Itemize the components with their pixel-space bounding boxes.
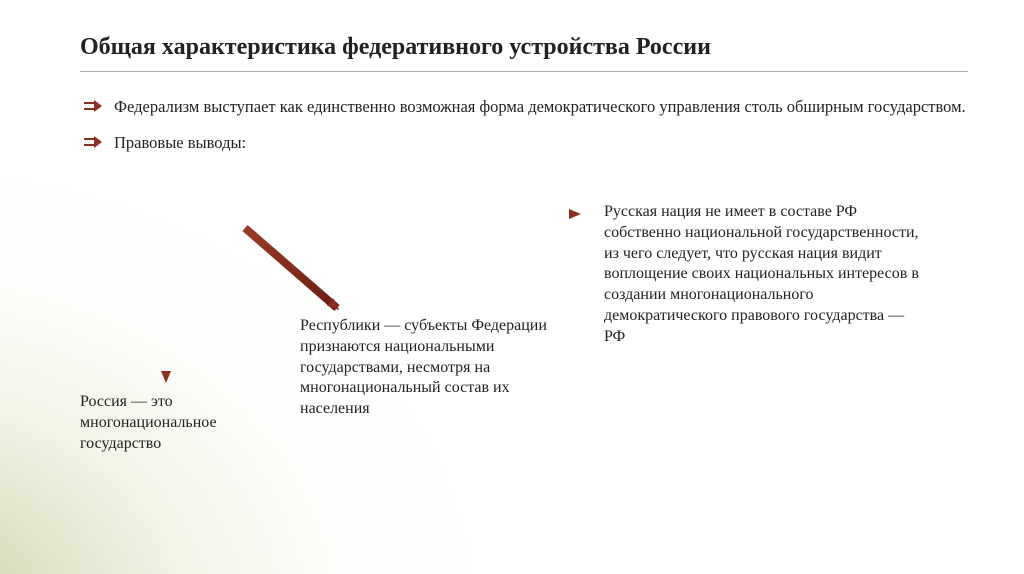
node-right: Русская нация не имеет в составе РФ собс… xyxy=(604,202,926,348)
bullet-text: Федерализм выступает как единственно воз… xyxy=(114,96,966,118)
node-middle: Республики — субъекты Федерации признают… xyxy=(300,316,550,420)
slide-title: Общая характеристика федеративного устро… xyxy=(80,34,968,72)
bullet-item: Федерализм выступает как единственно воз… xyxy=(80,96,968,118)
bullet-marker-icon xyxy=(84,136,102,148)
bullet-text: Правовые выводы: xyxy=(114,132,246,154)
bullet-marker-icon xyxy=(84,100,102,112)
node-left: Россия — это многонациональное государст… xyxy=(80,392,260,454)
bullet-item: Правовые выводы: xyxy=(80,132,968,154)
